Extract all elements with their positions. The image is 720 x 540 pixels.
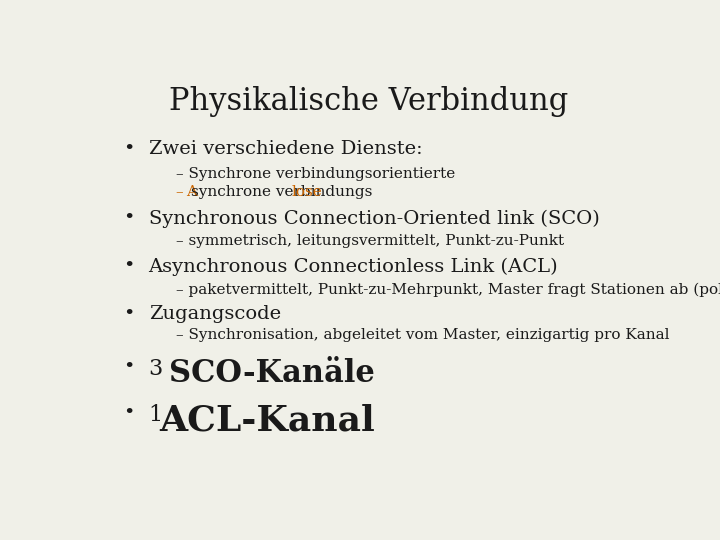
Text: Physikalische Verbindung: Physikalische Verbindung bbox=[169, 85, 569, 117]
Text: –: – bbox=[176, 185, 189, 199]
Text: – Synchronisation, abgeleitet vom Master, einzigartig pro Kanal: – Synchronisation, abgeleitet vom Master… bbox=[176, 328, 670, 342]
Text: •: • bbox=[124, 258, 135, 275]
Text: •: • bbox=[124, 140, 135, 158]
Text: – Synchrone verbindungsorientierte: – Synchrone verbindungsorientierte bbox=[176, 167, 456, 181]
Text: A: A bbox=[186, 185, 197, 199]
Text: Synchronous Connection-Oriented link (SCO): Synchronous Connection-Oriented link (SC… bbox=[148, 210, 599, 228]
Text: SCO-Kanäle: SCO-Kanäle bbox=[169, 358, 375, 389]
Text: Zugangscode: Zugangscode bbox=[148, 305, 281, 323]
Text: 1: 1 bbox=[148, 404, 163, 426]
Text: lose: lose bbox=[292, 185, 323, 199]
Text: Asynchronous Connectionless Link (ACL): Asynchronous Connectionless Link (ACL) bbox=[148, 258, 558, 275]
Text: Zwei verschiedene Dienste:: Zwei verschiedene Dienste: bbox=[148, 140, 422, 158]
Text: •: • bbox=[124, 358, 135, 376]
Text: •: • bbox=[124, 305, 135, 323]
Text: ACL-Kanal: ACL-Kanal bbox=[159, 404, 374, 438]
Text: – paketvermittelt, Punkt-zu-Mehrpunkt, Master fragt Stationen ab (polling): – paketvermittelt, Punkt-zu-Mehrpunkt, M… bbox=[176, 282, 720, 296]
Text: •: • bbox=[124, 210, 135, 227]
Text: •: • bbox=[124, 404, 135, 422]
Text: synchrone verbindungs: synchrone verbindungs bbox=[191, 185, 372, 199]
Text: 3: 3 bbox=[148, 358, 170, 380]
Text: – symmetrisch, leitungsvermittelt, Punkt-zu-Punkt: – symmetrisch, leitungsvermittelt, Punkt… bbox=[176, 234, 564, 248]
